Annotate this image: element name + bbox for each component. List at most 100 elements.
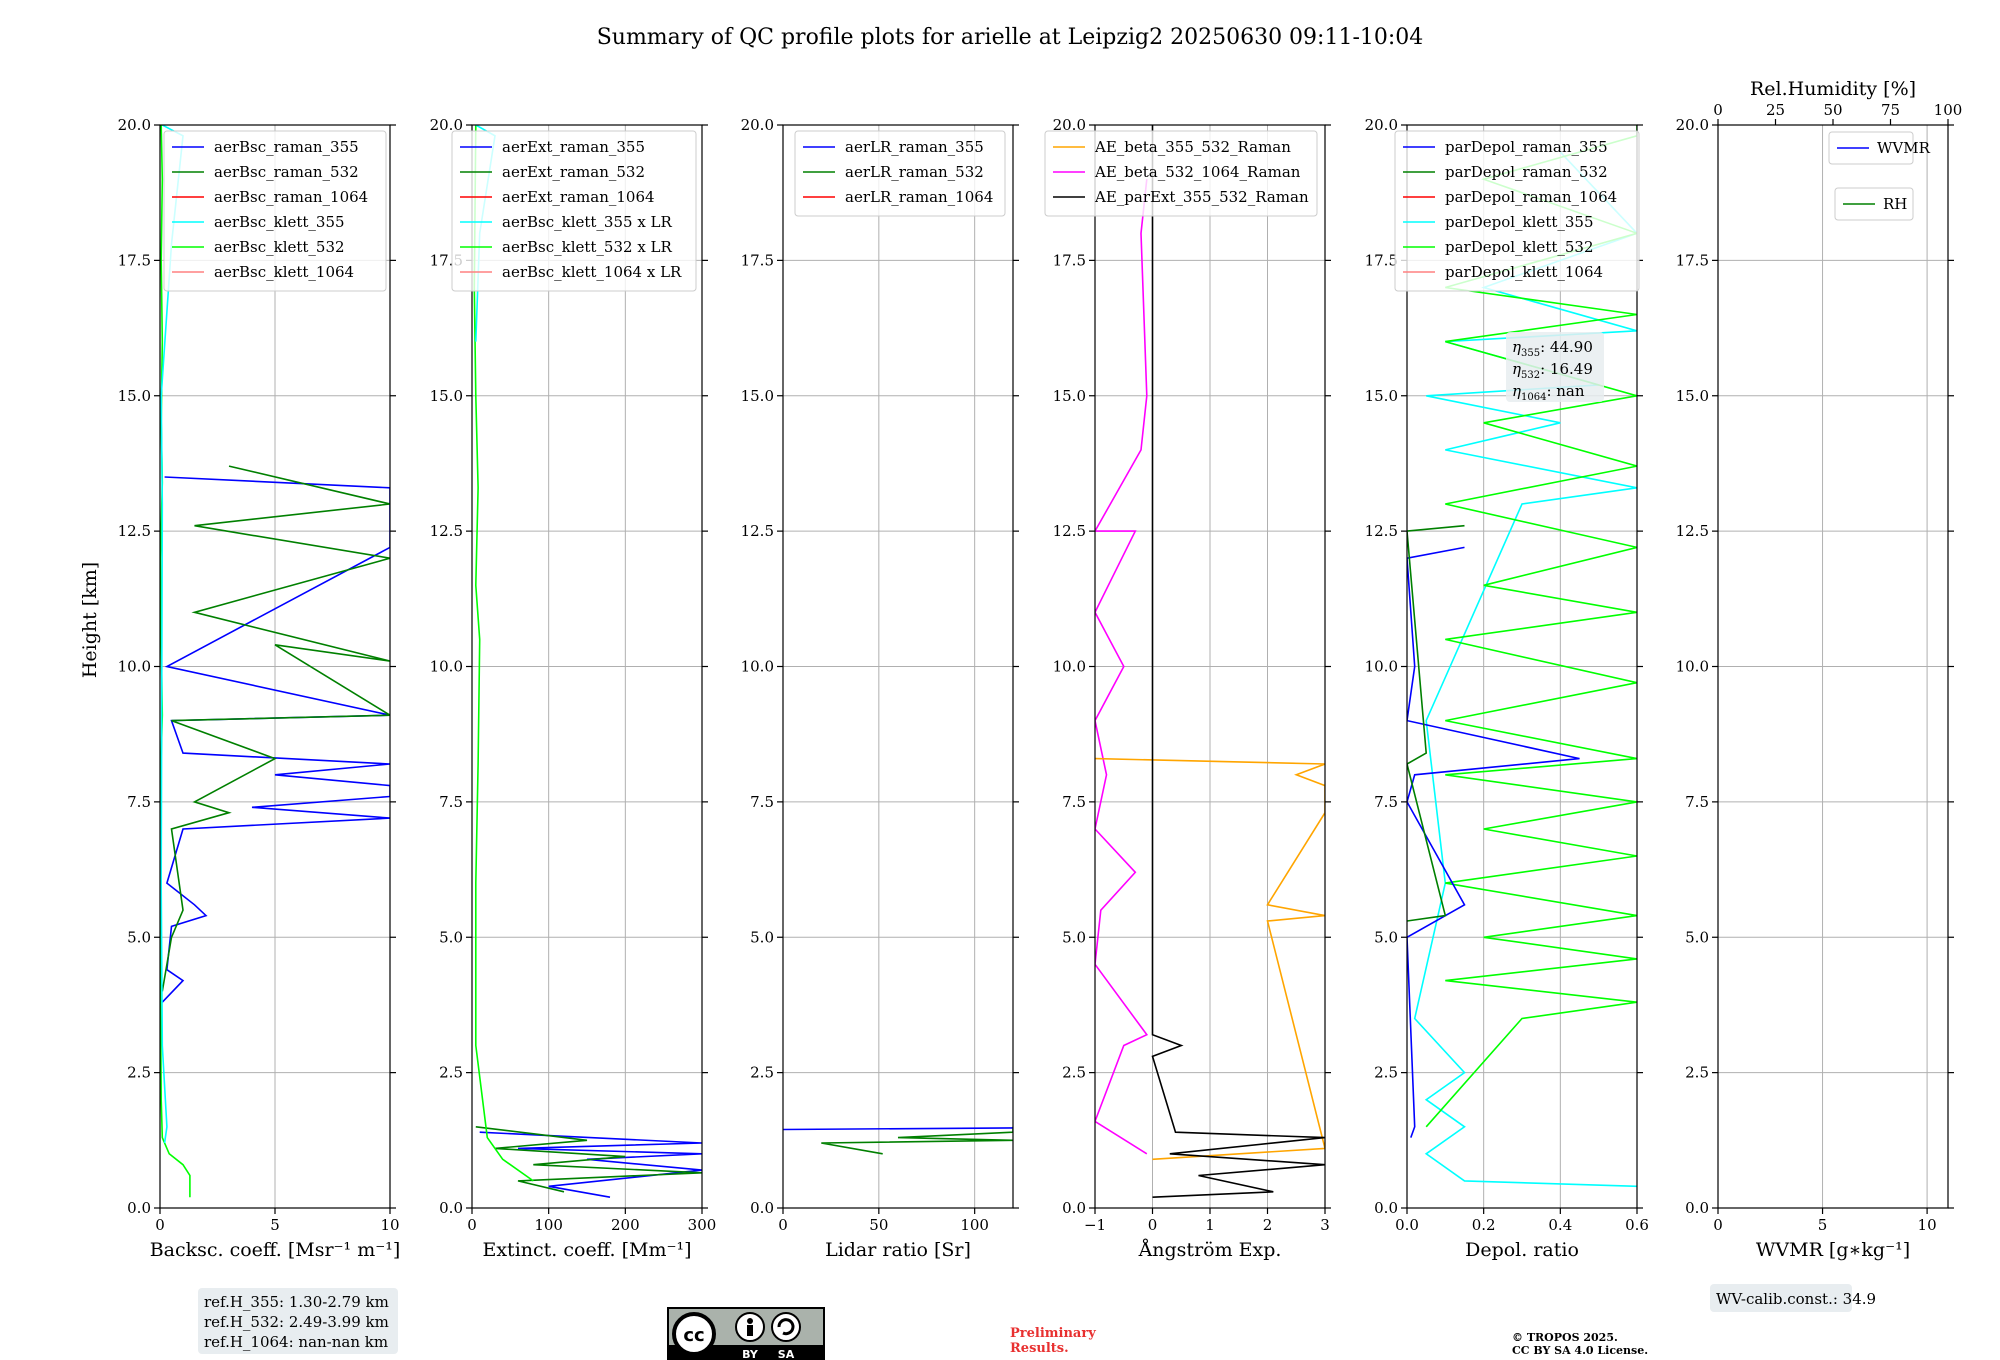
- y-tick-label: 15.0: [430, 387, 463, 405]
- x-tick-label: −1: [1084, 1216, 1106, 1234]
- y-tick-label: 12.5: [1053, 522, 1086, 540]
- series-line-aerExt_raman_532: [475, 1126, 702, 1193]
- legend-label-aerLR_raman_1064: aerLR_raman_1064: [845, 188, 993, 206]
- y-tick-label: 17.5: [1676, 251, 1709, 269]
- by-label: BY: [742, 1348, 759, 1360]
- series-line-parDepol_raman_532: [1407, 524, 1465, 922]
- panel-ae: 0.0 2.5 5.0 7.5 10.0 12.5 15.0 17.5 20.0 −1 0 1 2 3 Ån…: [1044, 116, 1331, 1261]
- y-tick-label: 10.0: [118, 658, 151, 676]
- series-group: [1407, 125, 1637, 1188]
- y-tick-label: 2.5: [1062, 1064, 1086, 1082]
- y-tick-label: 17.5: [741, 251, 774, 269]
- panel-depol: 0.0 2.5 5.0 7.5 10.0 12.5 15.0 17.5 20.0 0.0 0.2 0.…: [1365, 116, 1649, 1261]
- y-tick-label: 12.5: [741, 522, 774, 540]
- y-tick-label: 15.0: [1676, 387, 1709, 405]
- legend-label-parDepol_klett_355: parDepol_klett_355: [1445, 213, 1594, 231]
- y-tick-label: 0.0: [127, 1199, 151, 1217]
- legend-label-AE_beta_355_532_Raman: AE_beta_355_532_Raman: [1094, 138, 1291, 156]
- legend-label-aerBsc_klett_1064 x LR: aerBsc_klett_1064 x LR: [502, 263, 682, 281]
- eta-532: η532: 16.49: [1512, 360, 1593, 381]
- y-tick-label: 20.0: [430, 116, 463, 134]
- wv-calibration-box: WV-calib.const.: 34.9: [1710, 1284, 1876, 1312]
- y-tick-label: 5.0: [1374, 928, 1398, 946]
- y-tick-label: 10.0: [1053, 658, 1086, 676]
- y-axis-label: Height [km]: [79, 562, 101, 678]
- legend-label-parDepol_raman_1064: parDepol_raman_1064: [1445, 188, 1617, 206]
- y-tick-label: 20.0: [741, 116, 774, 134]
- panel-wv: 0.02.55.07.510.012.515.017.520.00 5 10WVMR…: [1676, 78, 1963, 1261]
- y-tick-label: 0.0: [750, 1199, 774, 1217]
- wv-calib-background: [1710, 1284, 1852, 1312]
- refh-background: [198, 1288, 398, 1354]
- y-tick-label: 15.0: [118, 387, 151, 405]
- y-tick-label: 5.0: [439, 928, 463, 946]
- chart-title: Summary of QC profile plots for arielle …: [597, 25, 1424, 50]
- y-tick-label: 7.5: [1374, 793, 1398, 811]
- refh-532: ref.H_532: 2.49-3.99 km: [204, 1313, 389, 1331]
- legend-label-aerBsc_klett_355: aerBsc_klett_355: [214, 213, 345, 231]
- legend-label-aerBsc_klett_532: aerBsc_klett_532: [214, 238, 345, 256]
- x-tick-label: 200: [611, 1216, 640, 1234]
- y-tick-label: 10.0: [1676, 658, 1709, 676]
- legend-label-parDepol_klett_1064: parDepol_klett_1064: [1445, 263, 1603, 281]
- x-tick-label: 0.6: [1625, 1216, 1649, 1234]
- x-tick-label: 5: [1818, 1216, 1828, 1234]
- series-line-parDepol_klett_532: [1425, 125, 1637, 1128]
- y-tick-label: 0.0: [1062, 1199, 1086, 1217]
- eta-1064: η1064: nan: [1512, 382, 1585, 403]
- copyright-line1: © TROPOS 2025.: [1512, 1331, 1618, 1344]
- sa-share-icon: [771, 1312, 801, 1342]
- y-tick-label: 15.0: [1053, 387, 1086, 405]
- series-line-aerLR_raman_532: [821, 1126, 1013, 1155]
- x-axis-label: Depol. ratio: [1465, 1239, 1579, 1261]
- x-axis-label: Backsc. coeff. [Msr⁻¹ m⁻¹]: [150, 1239, 401, 1261]
- y-tick-label: 0.0: [439, 1199, 463, 1217]
- legend-label-aerLR_raman_355: aerLR_raman_355: [845, 138, 984, 156]
- x-tick-label: 0: [467, 1216, 477, 1234]
- y-tick-label: 10.0: [741, 658, 774, 676]
- y-tick-label: 7.5: [1685, 793, 1709, 811]
- legend-box: [163, 130, 387, 292]
- y-tick-label: 5.0: [127, 928, 151, 946]
- panel-lr: 0.0 2.5 5.0 7.5 10.0 12.5 15.0 17.5 20.0 0 50 100 Li…: [741, 116, 1019, 1261]
- eta-annotation: η355: 44.90 η532: 16.49 η1064: nan: [1506, 332, 1604, 403]
- y-tick-label: 17.5: [1365, 251, 1398, 269]
- x-tick-label: 10: [1918, 1216, 1937, 1234]
- y-tick-label: 2.5: [127, 1064, 151, 1082]
- y-tick-label: 2.5: [1685, 1064, 1709, 1082]
- legend-box: [451, 130, 697, 292]
- y-tick-label: 12.5: [1365, 522, 1398, 540]
- legend-label-aerExt_raman_355: aerExt_raman_355: [502, 138, 645, 156]
- x-tick-label: 50: [869, 1216, 888, 1234]
- panels: 0.0 2.5 5.0 7.5 10.0 12.5 15.0 17.5 20.0 0 5 10 Back…: [118, 78, 1963, 1261]
- series-group: [783, 1126, 1013, 1155]
- x-tick-label: 100: [960, 1216, 989, 1234]
- series-line-parDepol_raman_355: [1407, 546, 1580, 1138]
- x-axis-label: Extinct. coeff. [Mm⁻¹]: [482, 1239, 691, 1261]
- x-tick-label: 0: [1713, 1216, 1723, 1234]
- legend-label-aerLR_raman_532: aerLR_raman_532: [845, 163, 984, 181]
- top-x-tick-label: 100: [1934, 101, 1963, 119]
- legend-box: [794, 130, 1006, 217]
- series-line-AE_beta_532_1064_Raman: [1095, 179, 1149, 1155]
- x-tick-label: 300: [688, 1216, 717, 1234]
- x-tick-label: 0.0: [1395, 1216, 1419, 1234]
- legend-label-aerExt_raman_532: aerExt_raman_532: [502, 163, 645, 181]
- refh-1064: ref.H_1064: nan-nan km: [204, 1333, 388, 1351]
- x-axis-label: Ångström Exp.: [1138, 1239, 1282, 1261]
- y-tick-label: 7.5: [750, 793, 774, 811]
- y-tick-label: 2.5: [750, 1064, 774, 1082]
- y-tick-label: 2.5: [439, 1064, 463, 1082]
- x-tick-label: 5: [270, 1216, 280, 1234]
- legend-label-WVMR: WVMR: [1877, 139, 1931, 157]
- y-tick-label: 7.5: [1062, 793, 1086, 811]
- copyright-line2: CC BY SA 4.0 License.: [1512, 1344, 1648, 1357]
- legend-label-aerExt_raman_1064: aerExt_raman_1064: [502, 188, 655, 206]
- x-tick-label: 0.4: [1548, 1216, 1572, 1234]
- series-line-parDepol_klett_355: [1413, 151, 1637, 1188]
- y-tick-label: 12.5: [430, 522, 463, 540]
- legend-box: [1044, 130, 1318, 217]
- series-line-aerBsc_raman_355: [161, 476, 390, 1003]
- y-tick-label: 20.0: [1676, 116, 1709, 134]
